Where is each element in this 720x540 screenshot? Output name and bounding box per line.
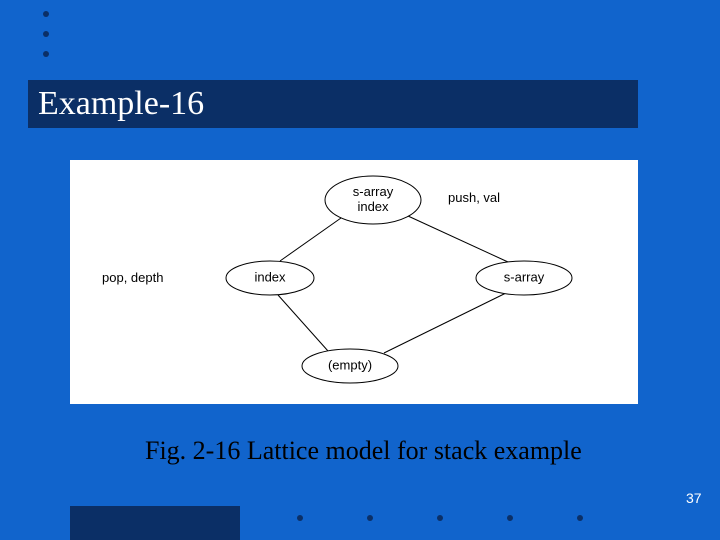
bullet-dot bbox=[43, 51, 49, 57]
svg-text:index: index bbox=[254, 269, 286, 284]
slide-title: Example-16 bbox=[38, 85, 204, 123]
svg-text:(empty): (empty) bbox=[328, 357, 372, 372]
footer-dot bbox=[437, 515, 443, 521]
title-bar: Example-16 bbox=[28, 80, 638, 128]
page-number: 37 bbox=[686, 490, 702, 506]
footer-dot bbox=[507, 515, 513, 521]
slide: Example-16 s-arrayindexindexs-array(empt… bbox=[0, 0, 720, 540]
footer-dot bbox=[577, 515, 583, 521]
svg-text:pop, depth: pop, depth bbox=[102, 270, 163, 285]
lattice-svg: s-arrayindexindexs-array(empty)pop, dept… bbox=[70, 160, 638, 404]
svg-text:push, val: push, val bbox=[448, 190, 500, 205]
svg-text:s-array: s-array bbox=[504, 269, 545, 284]
svg-text:s-array: s-array bbox=[353, 184, 394, 199]
svg-text:index: index bbox=[357, 199, 389, 214]
bullet-dot bbox=[43, 11, 49, 17]
figure-caption: Fig. 2-16 Lattice model for stack exampl… bbox=[145, 436, 582, 466]
footer-bar bbox=[70, 506, 240, 540]
footer-dot bbox=[297, 515, 303, 521]
lattice-diagram: s-arrayindexindexs-array(empty)pop, dept… bbox=[70, 160, 638, 404]
bullet-dot bbox=[43, 31, 49, 37]
footer-dot bbox=[367, 515, 373, 521]
